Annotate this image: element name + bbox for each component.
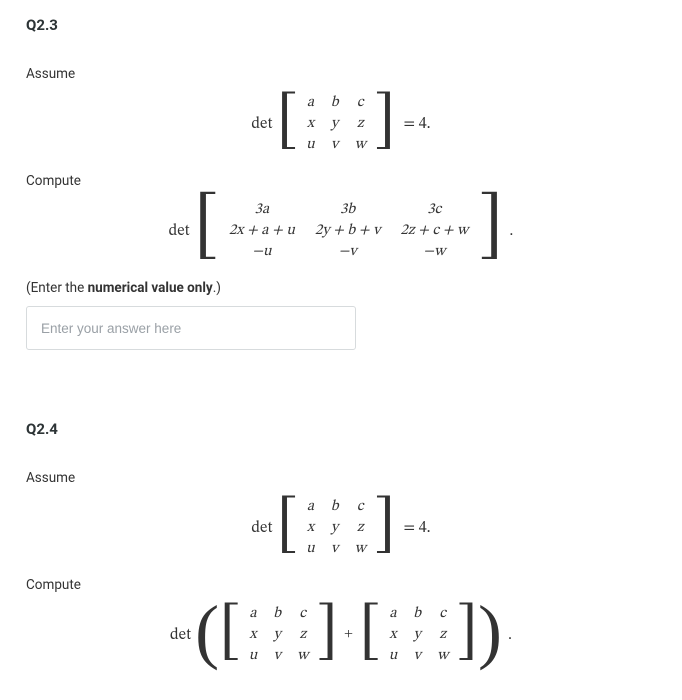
matrix-cell: z (429, 624, 456, 645)
matrix-cell: v (323, 538, 347, 559)
matrix-cell: c (429, 603, 456, 624)
matrix-cell: b (265, 603, 289, 624)
q24-header: Q2.4 (26, 420, 656, 438)
q23-compute-label: Compute (26, 173, 656, 189)
instruction-prefix: (Enter the (26, 280, 88, 296)
matrix-cell: −w (390, 241, 478, 262)
matrix-cell: x (381, 624, 406, 645)
matrix-cell: v (265, 645, 289, 666)
q24-given-rhs: = 4. (403, 518, 430, 538)
matrix-cell: y (265, 624, 289, 645)
matrix-cell: 3c (390, 199, 478, 220)
matrix-cell: c (347, 496, 374, 517)
matrix-cell: a (381, 603, 406, 624)
matrix-cell: a (298, 92, 323, 113)
matrix-cell: −u (219, 241, 305, 262)
matrix-cell: y (323, 517, 347, 538)
q23-given-equation: det [ abc xyz uvw ] = 4. (26, 92, 656, 155)
det-label: det (251, 518, 272, 538)
q24-right-matrix: abc xyz uvw (381, 603, 457, 666)
matrix-cell: x (298, 517, 323, 538)
matrix-cell: 3a (219, 199, 305, 220)
q23-assume-label: Assume (26, 66, 656, 82)
matrix-cell: 2x + a + u (219, 220, 305, 241)
q24-section: Q2.4 Assume det [ abc xyz uvw ] = 4. Com… (26, 420, 656, 666)
matrix-cell: u (381, 645, 406, 666)
matrix-cell: c (347, 92, 374, 113)
matrix-cell: z (289, 624, 316, 645)
matrix-cell: b (323, 496, 347, 517)
q23-section: Q2.3 Assume det [ abc xyz uvw ] = 4. Com… (26, 16, 656, 384)
q23-underline (26, 40, 66, 44)
matrix-cell: y (405, 624, 429, 645)
matrix-cell: 2y + b + v (305, 220, 390, 241)
q24-assume-label: Assume (26, 470, 656, 486)
matrix-cell: a (241, 603, 266, 624)
q23-compute-matrix: 3a3b3c 2x + a + u2y + b + v2z + c + w −u… (219, 199, 478, 262)
matrix-cell: −v (305, 241, 390, 262)
matrix-cell: 3b (305, 199, 390, 220)
period: . (509, 222, 513, 240)
matrix-cell: v (323, 134, 347, 155)
matrix-cell: v (405, 645, 429, 666)
q23-given-matrix: abc xyz uvw (298, 92, 374, 155)
q23-given-rhs: = 4. (403, 114, 430, 134)
matrix-cell: x (298, 113, 323, 134)
matrix-cell: b (323, 92, 347, 113)
q24-compute-equation: det ( [ abc xyz uvw ] + [ abc xyz uvw (26, 603, 656, 666)
q24-underline (26, 444, 66, 448)
det-label: det (251, 114, 272, 134)
instruction-bold: numerical value only (88, 280, 213, 296)
matrix-cell: w (429, 645, 456, 666)
det-label: det (169, 221, 190, 241)
matrix-cell: z (347, 113, 374, 134)
q23-answer-input[interactable] (26, 306, 356, 350)
matrix-cell: y (323, 113, 347, 134)
matrix-cell: u (298, 538, 323, 559)
matrix-cell: x (241, 624, 266, 645)
q23-compute-equation: det [ 3a3b3c 2x + a + u2y + b + v2z + c … (26, 199, 656, 262)
instruction-suffix: .) (213, 280, 221, 296)
matrix-cell: b (405, 603, 429, 624)
matrix-cell: u (241, 645, 266, 666)
matrix-cell: w (289, 645, 316, 666)
matrix-cell: w (347, 538, 374, 559)
matrix-cell: u (298, 134, 323, 155)
q23-instruction: (Enter the numerical value only.) (26, 280, 656, 296)
matrix-cell: z (347, 517, 374, 538)
matrix-cell: c (289, 603, 316, 624)
q24-given-matrix: abc xyz uvw (298, 496, 374, 559)
matrix-cell: w (347, 134, 374, 155)
q24-left-matrix: abc xyz uvw (241, 603, 317, 666)
q24-given-equation: det [ abc xyz uvw ] = 4. (26, 496, 656, 559)
matrix-cell: 2z + c + w (390, 220, 478, 241)
det-label: det (170, 625, 191, 645)
q23-header: Q2.3 (26, 16, 656, 34)
period: . (508, 626, 512, 644)
matrix-cell: a (298, 496, 323, 517)
plus-icon: + (344, 626, 353, 644)
q24-compute-label: Compute (26, 577, 656, 593)
